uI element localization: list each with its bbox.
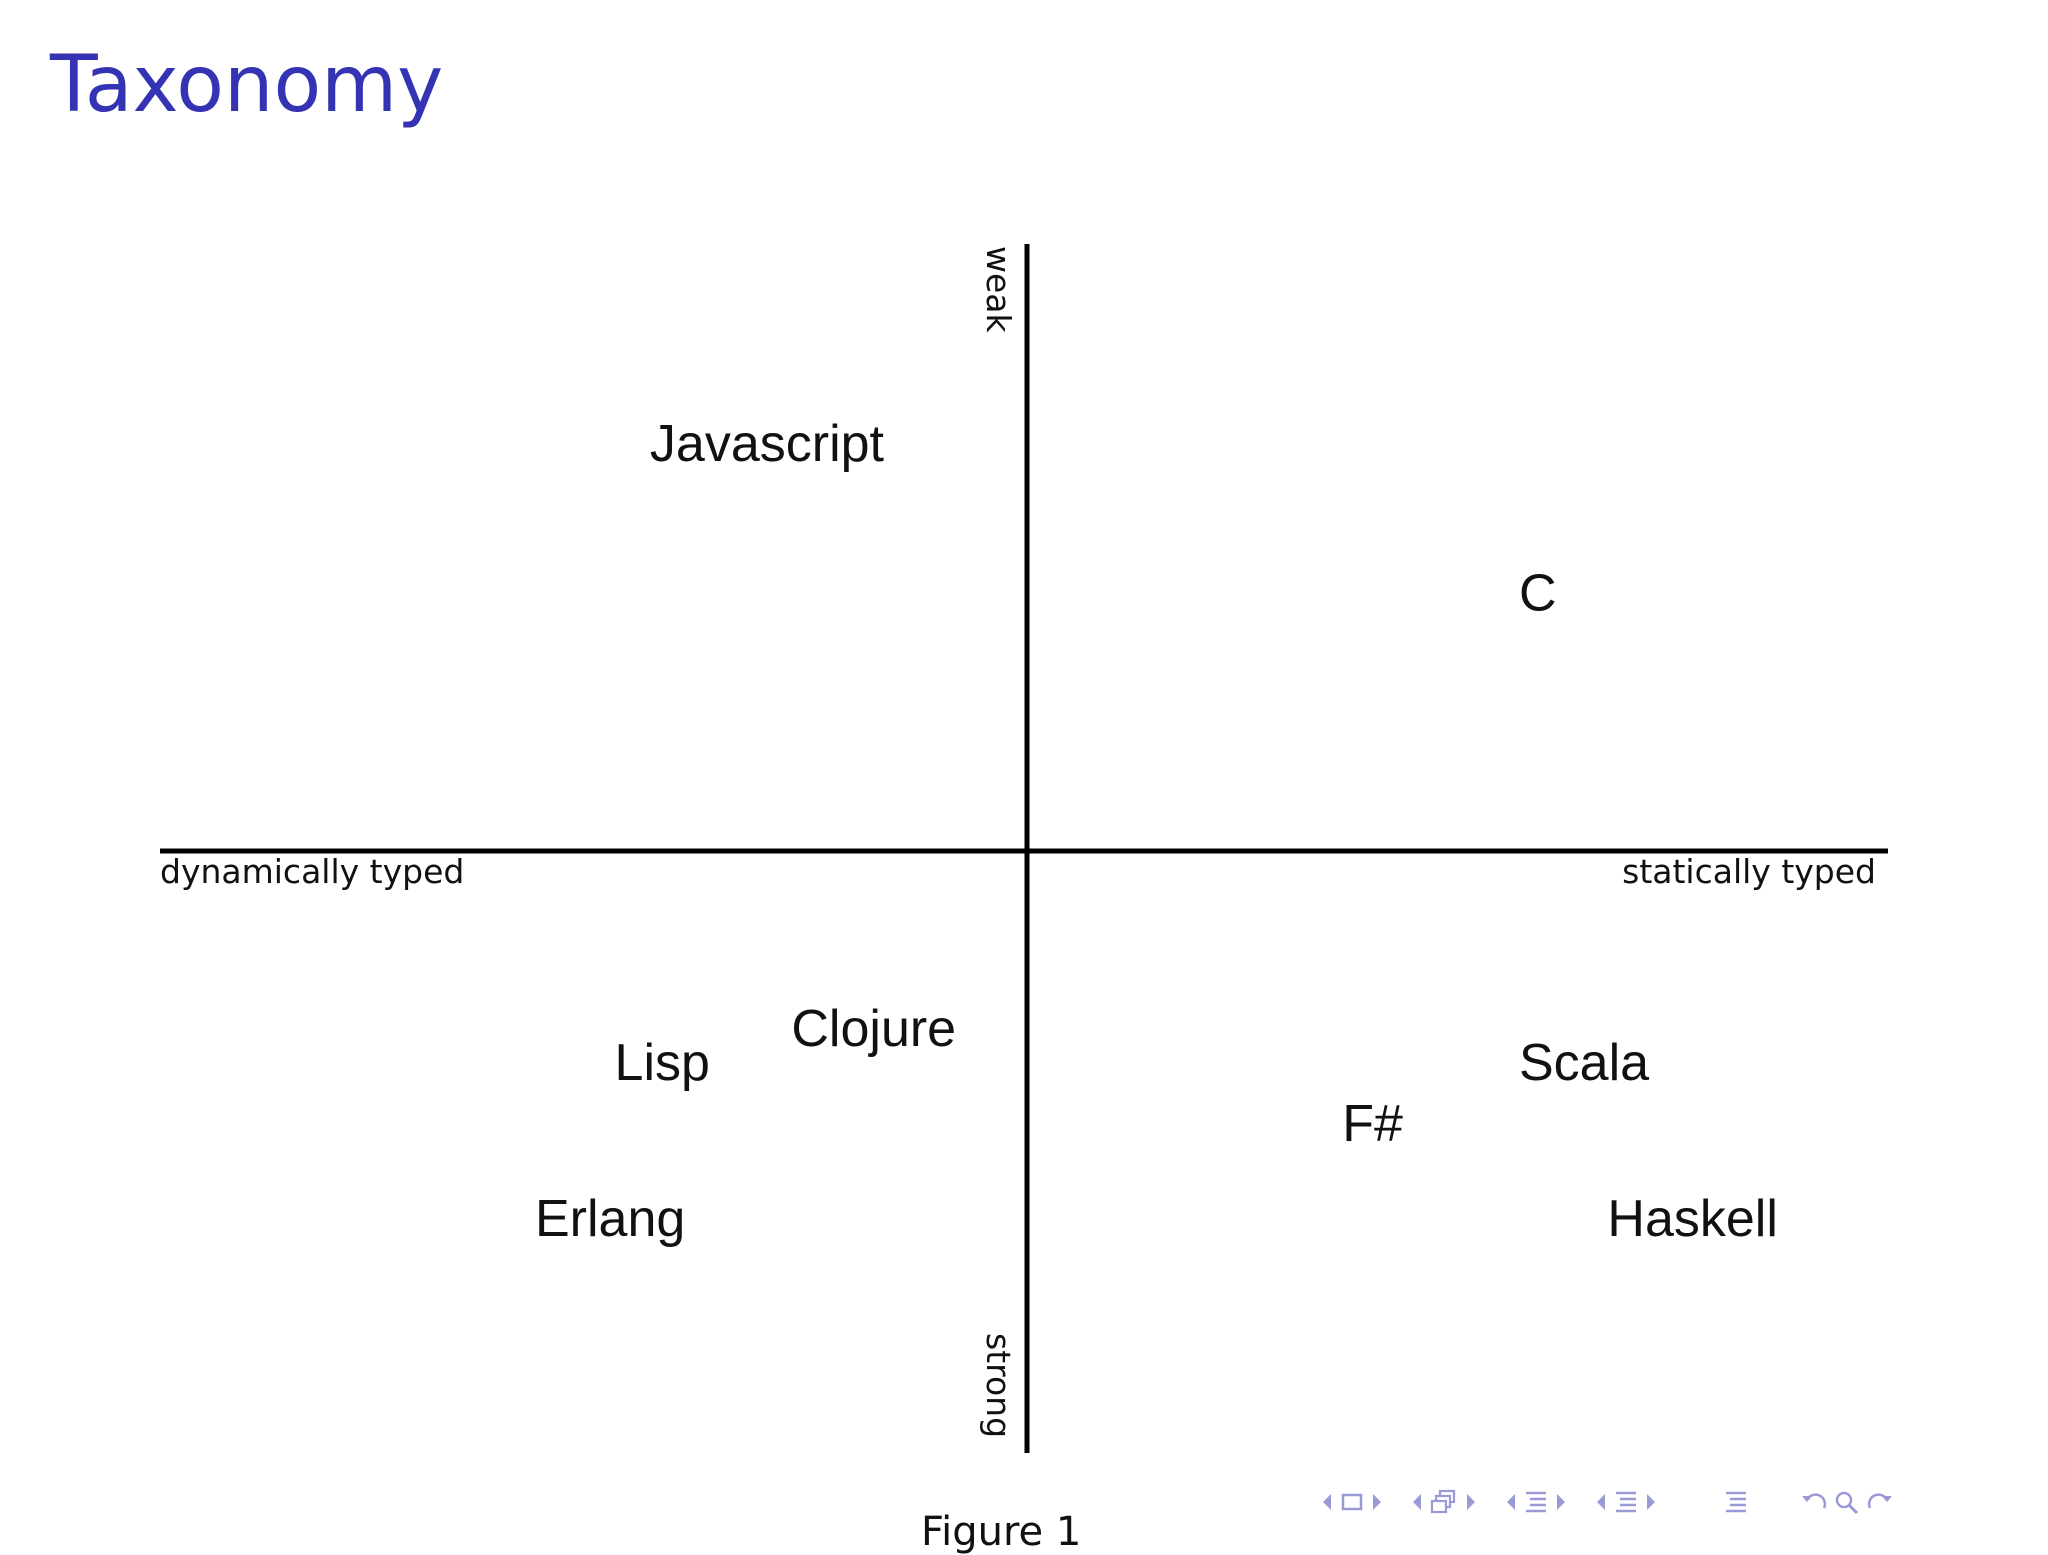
language-label-scala: Scala (1519, 1034, 1649, 1092)
frame-nav (1318, 1488, 1386, 1516)
search-icon[interactable] (1832, 1488, 1862, 1516)
language-label-f-: F# (1342, 1095, 1403, 1153)
slide-nav (1592, 1488, 1660, 1516)
prev-frame-arrow-icon[interactable] (1318, 1488, 1336, 1516)
axis-label-right: statically typed (1622, 852, 1876, 891)
language-label-haskell: Haskell (1607, 1190, 1778, 1248)
language-label-lisp: Lisp (615, 1034, 710, 1092)
prev-slide-arrow-icon[interactable] (1592, 1488, 1610, 1516)
slide-icon[interactable] (1610, 1488, 1642, 1516)
toc-nav (1722, 1488, 1750, 1516)
next-frame-arrow-icon[interactable] (1368, 1488, 1386, 1516)
section-nav (1502, 1488, 1570, 1516)
next-subsection-arrow-icon[interactable] (1462, 1488, 1480, 1516)
toc-icon[interactable] (1722, 1488, 1750, 1516)
axis-label-bottom: strong (979, 1333, 1018, 1438)
frame-icon[interactable] (1336, 1488, 1368, 1516)
back-icon[interactable] (1798, 1488, 1832, 1516)
beamer-navigation-bar (1318, 1488, 1896, 1516)
language-label-erlang: Erlang (535, 1190, 685, 1248)
language-label-c: C (1519, 565, 1557, 623)
next-section-arrow-icon[interactable] (1552, 1488, 1570, 1516)
next-slide-arrow-icon[interactable] (1642, 1488, 1660, 1516)
forward-icon[interactable] (1862, 1488, 1896, 1516)
prev-subsection-arrow-icon[interactable] (1408, 1488, 1426, 1516)
language-labels: Javascript C Clojure Lisp Scala F# Erlang Haske… (535, 415, 1778, 1248)
subsection-nav (1408, 1488, 1480, 1516)
subsection-icon[interactable] (1426, 1488, 1462, 1516)
language-label-clojure: Clojure (791, 1000, 956, 1058)
language-label-javascript: Javascript (650, 415, 885, 473)
slide-title: Taxonomy (50, 40, 444, 130)
axis-label-left: dynamically typed (160, 852, 464, 891)
figure-caption: Figure 1 (921, 1509, 1082, 1555)
history-nav (1798, 1488, 1896, 1516)
axis-label-top: weak (979, 246, 1018, 334)
section-icon[interactable] (1520, 1488, 1552, 1516)
prev-section-arrow-icon[interactable] (1502, 1488, 1520, 1516)
